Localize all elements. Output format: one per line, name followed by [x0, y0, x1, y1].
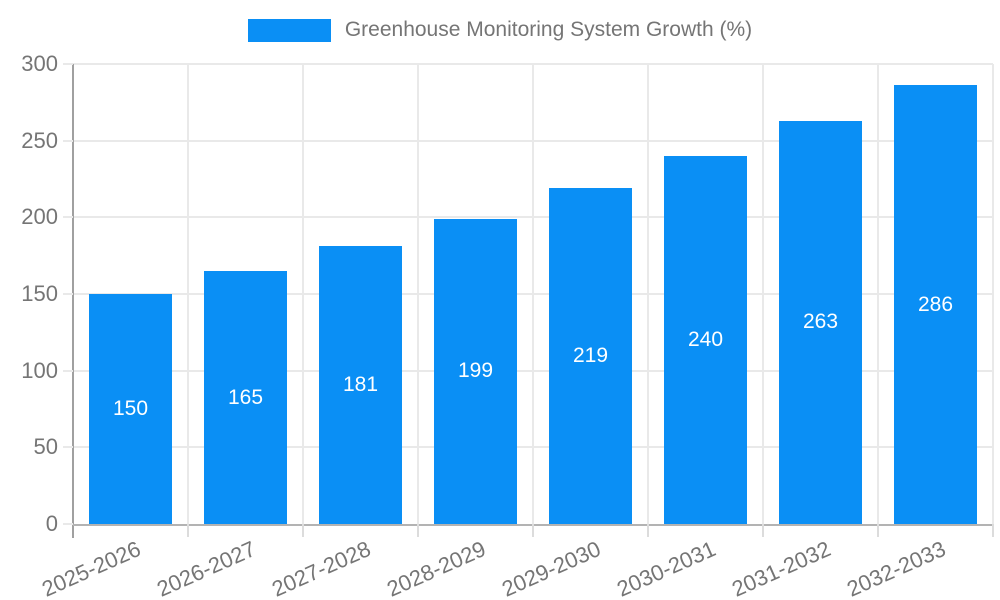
chart-legend: Greenhouse Monitoring System Growth (%) [0, 18, 1000, 42]
bar [204, 271, 287, 524]
v-gridline [417, 64, 419, 524]
y-tick-label: 0 [45, 511, 58, 536]
x-tick-mark [417, 524, 419, 537]
x-tick-mark [762, 524, 764, 537]
y-tick-label: 100 [21, 357, 58, 383]
x-category-label: 2030-2031 [613, 536, 720, 600]
bar [779, 120, 862, 524]
bar-value-label: 165 [227, 385, 264, 409]
v-gridline [647, 64, 649, 524]
x-tick-mark [532, 524, 534, 537]
y-tick-label: 200 [21, 204, 58, 230]
v-gridline [302, 64, 304, 524]
bar-value-label: 286 [917, 292, 954, 316]
y-axis-line [72, 64, 74, 538]
v-gridline [187, 64, 189, 524]
bar [434, 218, 517, 524]
y-tick-label: 300 [21, 51, 58, 76]
y-tick-label: 50 [33, 434, 58, 460]
bar-value-label: 263 [802, 310, 839, 334]
bar [319, 246, 402, 524]
bar-value-label: 181 [342, 373, 379, 397]
x-tick-mark [992, 524, 994, 537]
x-category-label: 2032-2033 [843, 536, 950, 600]
y-tick-label: 150 [21, 281, 58, 306]
bar [664, 156, 747, 524]
x-category-label: 2025-2026 [38, 536, 145, 600]
v-gridline [532, 64, 534, 524]
y-tick-mark [63, 293, 73, 295]
bar [89, 294, 172, 524]
x-category-label: 2027-2028 [268, 536, 375, 600]
x-tick-mark [187, 524, 189, 537]
bar [894, 85, 977, 524]
bar-value-label: 150 [112, 397, 149, 420]
y-tick-mark [63, 63, 73, 65]
x-tick-mark [877, 524, 879, 537]
v-gridline [762, 64, 764, 524]
v-gridline [877, 64, 879, 524]
y-tick-mark [63, 446, 73, 449]
y-tick-mark [63, 369, 73, 372]
y-tick-mark [63, 216, 73, 219]
bar-value-label: 240 [687, 328, 724, 351]
bar-value-label: 219 [572, 344, 609, 368]
bar [549, 188, 632, 524]
x-category-label: 2031-2032 [728, 536, 835, 600]
v-gridline [992, 64, 994, 524]
x-category-label: 2028-2029 [383, 536, 490, 600]
y-tick-mark [63, 523, 73, 525]
legend-label: Greenhouse Monitoring System Growth (%) [344, 18, 753, 41]
plot-area: 150 165 181 199 219 240 263 286 [73, 63, 994, 524]
x-tick-mark [302, 524, 304, 537]
x-category-label: 2029-2030 [498, 536, 605, 600]
bar-value-label: 199 [457, 359, 494, 383]
legend-swatch [247, 18, 331, 42]
x-category-label: 2026-2027 [153, 536, 260, 600]
y-tick-mark [63, 139, 73, 142]
y-tick-label: 250 [21, 127, 58, 153]
x-tick-mark [647, 524, 649, 537]
